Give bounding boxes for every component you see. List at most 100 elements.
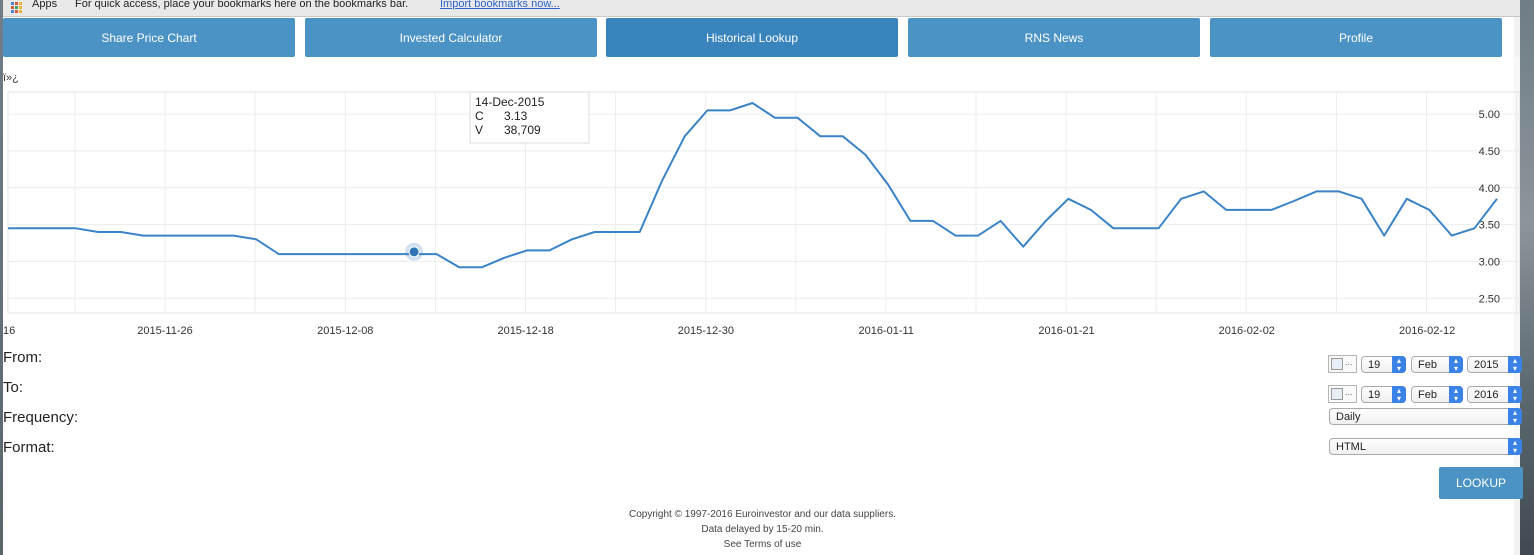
data-point[interactable] (998, 218, 1004, 224)
data-point[interactable] (614, 229, 620, 235)
apps-grid-icon[interactable] (11, 2, 23, 13)
price-chart[interactable]: 5.00 4.50 4.00 3.50 3.00 2.50 16 2015-11-26 2015… (3, 88, 1520, 346)
data-point[interactable] (546, 247, 552, 253)
tooltip-box (469, 91, 590, 144)
data-point[interactable] (795, 115, 801, 121)
data-point[interactable] (434, 251, 440, 257)
x-tick-label: 2016-02-02 (1219, 325, 1275, 337)
to-year-select[interactable]: 2016 ▴ ▾ (1467, 386, 1522, 403)
data-point[interactable] (28, 225, 34, 231)
y-tick-label: 3.00 (1479, 256, 1500, 268)
data-point[interactable] (727, 107, 733, 113)
from-day-select[interactable]: 19 ▴ ▾ (1361, 356, 1406, 373)
data-point[interactable] (885, 181, 891, 187)
data-point[interactable] (1043, 218, 1049, 224)
data-point[interactable] (1336, 188, 1342, 194)
data-point[interactable] (817, 133, 823, 139)
data-point[interactable] (456, 264, 462, 270)
data-point[interactable] (1065, 196, 1071, 202)
y-tick-label: 4.00 (1479, 183, 1500, 195)
data-point[interactable] (1156, 225, 1162, 231)
data-point[interactable] (1494, 196, 1500, 202)
data-point[interactable] (5, 225, 11, 231)
data-point[interactable] (163, 233, 169, 239)
data-point[interactable] (1133, 225, 1139, 231)
data-point[interactable] (592, 229, 598, 235)
tooltip-close-label: C (475, 109, 484, 123)
from-month-select[interactable]: Feb ▴ ▾ (1411, 356, 1463, 373)
data-point[interactable] (704, 107, 710, 113)
data-point[interactable] (208, 233, 214, 239)
data-point[interactable] (73, 225, 79, 231)
data-point[interactable] (1110, 225, 1116, 231)
data-point[interactable] (1201, 188, 1207, 194)
tab-invested-calculator[interactable]: Invested Calculator (305, 18, 597, 57)
apps-link[interactable]: Apps (32, 0, 58, 10)
data-point[interactable] (185, 233, 191, 239)
tab-profile[interactable]: Profile (1210, 18, 1502, 57)
data-point[interactable] (1291, 198, 1297, 204)
data-point[interactable] (1471, 225, 1477, 231)
data-point[interactable] (276, 251, 282, 257)
data-point[interactable] (637, 229, 643, 235)
data-point[interactable] (50, 225, 56, 231)
data-point[interactable] (862, 152, 868, 158)
terms-of-use-link[interactable]: See Terms of use (723, 539, 802, 550)
data-point[interactable] (659, 177, 665, 183)
desktop-background-left (0, 0, 3, 555)
data-point[interactable] (1088, 207, 1094, 213)
data-point[interactable] (1246, 207, 1252, 213)
data-point[interactable] (524, 247, 530, 253)
to-day-select[interactable]: 19 ▴ ▾ (1361, 386, 1406, 403)
data-point[interactable] (479, 264, 485, 270)
lookup-button[interactable]: LOOKUP (1439, 467, 1523, 499)
data-point[interactable] (140, 233, 146, 239)
data-point[interactable] (321, 251, 327, 257)
y-tick-label: 2.50 (1479, 293, 1500, 305)
import-bookmarks-link[interactable]: Import bookmarks now... (440, 0, 560, 10)
data-point[interactable] (930, 218, 936, 224)
data-point[interactable] (975, 233, 981, 239)
data-point[interactable] (907, 218, 913, 224)
data-point[interactable] (1223, 207, 1229, 213)
data-point[interactable] (1426, 207, 1432, 213)
data-point[interactable] (1268, 207, 1274, 213)
data-point[interactable] (1404, 196, 1410, 202)
to-calendar-icon[interactable]: ... (1328, 385, 1357, 403)
data-point[interactable] (1359, 196, 1365, 202)
data-point[interactable] (1449, 233, 1455, 239)
highlighted-point[interactable] (408, 246, 420, 258)
x-tick-label: 2016-01-11 (858, 325, 913, 337)
data-point[interactable] (298, 251, 304, 257)
data-point[interactable] (366, 251, 372, 257)
data-point[interactable] (95, 229, 101, 235)
stray-bom-text: ï»¿ (3, 72, 19, 84)
x-tick-label: 2015-12-08 (317, 325, 373, 337)
frequency-select[interactable]: Daily ▴ ▾ (1329, 408, 1522, 425)
y-tick-label: 3.50 (1479, 220, 1500, 232)
tab-historical-lookup[interactable]: Historical Lookup (606, 18, 898, 57)
data-point[interactable] (343, 251, 349, 257)
data-point[interactable] (749, 100, 755, 106)
tab-rns-news[interactable]: RNS News (908, 18, 1200, 57)
data-point[interactable] (231, 233, 237, 239)
from-year-select[interactable]: 2015 ▴ ▾ (1467, 356, 1522, 373)
data-point[interactable] (1313, 188, 1319, 194)
data-point[interactable] (253, 236, 259, 242)
format-select[interactable]: HTML ▴ ▾ (1329, 438, 1522, 455)
data-point[interactable] (389, 251, 395, 257)
data-point[interactable] (682, 133, 688, 139)
data-point[interactable] (569, 236, 575, 242)
to-month-select[interactable]: Feb ▴ ▾ (1411, 386, 1463, 403)
data-point[interactable] (840, 133, 846, 139)
data-point[interactable] (1178, 196, 1184, 202)
data-point[interactable] (501, 255, 507, 261)
from-calendar-icon[interactable]: ... (1328, 355, 1357, 373)
data-point[interactable] (118, 229, 124, 235)
tab-share-price-chart[interactable]: Share Price Chart (3, 18, 295, 57)
data-point[interactable] (772, 115, 778, 121)
data-point[interactable] (953, 233, 959, 239)
data-point[interactable] (1381, 233, 1387, 239)
frequency-label: Frequency: (3, 409, 79, 426)
data-point[interactable] (1020, 244, 1026, 250)
